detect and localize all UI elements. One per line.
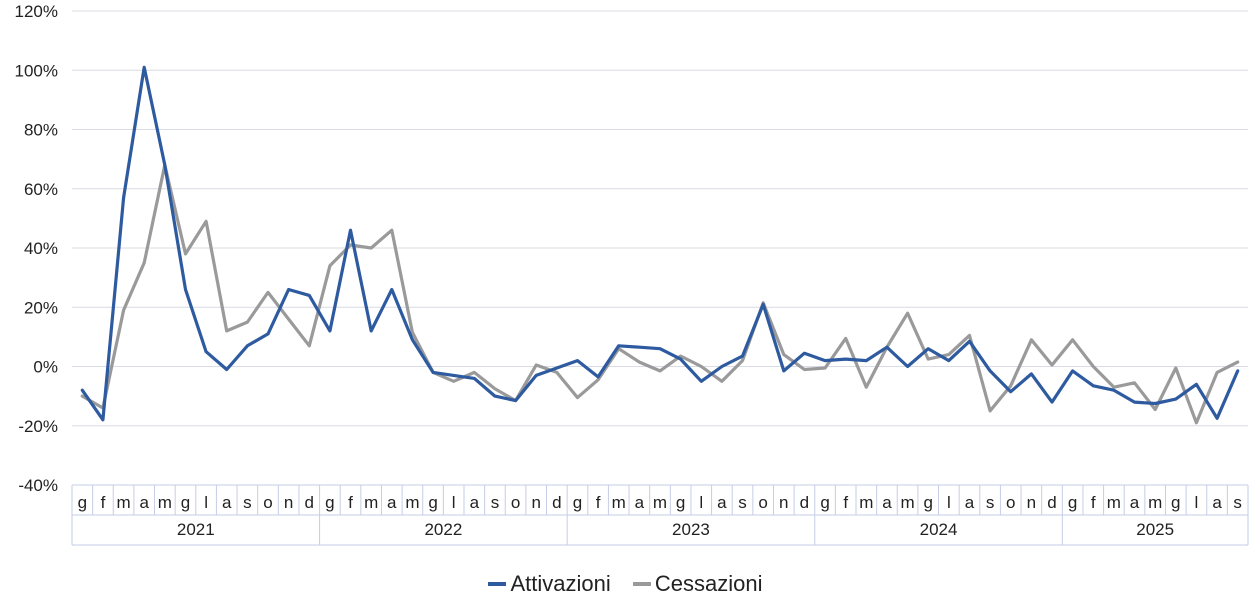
x-tick-month-label: l: [204, 493, 208, 512]
y-tick-label: 60%: [24, 180, 58, 199]
y-tick-label: 0%: [33, 358, 58, 377]
x-tick-month-label: g: [573, 493, 582, 512]
x-tick-month-label: m: [900, 493, 914, 512]
legend-swatch-cessazioni: [632, 582, 651, 586]
legend: Attivazioni Cessazioni: [0, 566, 1251, 597]
x-tick-month-label: o: [1006, 493, 1015, 512]
x-tick-month-label: g: [820, 493, 829, 512]
x-tick-month-label: s: [986, 493, 995, 512]
series-line-attivazioni: [80, 65, 1240, 422]
x-tick-month-label: a: [1130, 493, 1140, 512]
x-tick-month-label: m: [612, 493, 626, 512]
x-tick-month-label: m: [158, 493, 172, 512]
x-tick-month-label: g: [78, 493, 87, 512]
series-lines: [80, 65, 1240, 425]
legend-label-attivazioni: Attivazioni: [510, 571, 611, 596]
series-line-cessazioni: [80, 163, 1240, 425]
y-tick-label: 20%: [24, 298, 58, 317]
x-tick-month-label: d: [800, 493, 809, 512]
x-tick-month-label: g: [325, 493, 334, 512]
x-tick-month-label: l: [452, 493, 456, 512]
x-tick-month-label: l: [1195, 493, 1199, 512]
legend-item-cessazioni: Cessazioni: [632, 571, 763, 597]
x-tick-year-label: 2024: [920, 520, 958, 539]
x-tick-month-label: d: [552, 493, 561, 512]
x-tick-month-label: d: [305, 493, 314, 512]
x-tick-month-label: m: [1148, 493, 1162, 512]
x-tick-month-label: l: [699, 493, 703, 512]
x-tick-month-label: d: [1047, 493, 1056, 512]
y-tick-label: -40%: [18, 476, 58, 495]
x-tick-month-label: a: [882, 493, 892, 512]
x-tick-month-label: n: [284, 493, 293, 512]
x-tick-year-label: 2021: [177, 520, 215, 539]
y-axis-tick-labels: -40% -20% 0% 20% 40% 60% 80% 100% 120%: [15, 2, 58, 495]
x-tick-month-label: m: [364, 493, 378, 512]
x-tick-month-label: n: [779, 493, 788, 512]
x-tick-month-label: l: [947, 493, 951, 512]
y-tick-label: 40%: [24, 239, 58, 258]
x-tick-month-label: f: [1091, 493, 1096, 512]
x-tick-month-label: f: [596, 493, 601, 512]
x-tick-month-label: m: [116, 493, 130, 512]
x-tick-month-label: f: [348, 493, 353, 512]
x-tick-month-label: a: [635, 493, 645, 512]
legend-label-cessazioni: Cessazioni: [654, 571, 763, 596]
x-tick-month-label: m: [653, 493, 667, 512]
x-tick-year-label: 2025: [1136, 520, 1174, 539]
x-tick-month-label: f: [101, 493, 106, 512]
x-tick-month-label: o: [263, 493, 272, 512]
x-tick-month-label: g: [676, 493, 685, 512]
x-tick-month-label: n: [531, 493, 540, 512]
legend-item-attivazioni: Attivazioni: [488, 571, 611, 597]
x-tick-month-label: a: [717, 493, 727, 512]
x-tick-month-label: o: [758, 493, 767, 512]
x-tick-month-label: n: [1027, 493, 1036, 512]
x-tick-month-label: a: [1212, 493, 1222, 512]
x-tick-month-label: a: [222, 493, 232, 512]
x-tick-month-label: s: [738, 493, 747, 512]
x-tick-month-label: m: [859, 493, 873, 512]
x-tick-month-label: s: [491, 493, 500, 512]
y-tick-label: -20%: [18, 417, 58, 436]
x-tick-month-label: s: [243, 493, 252, 512]
x-tick-month-label: g: [1171, 493, 1180, 512]
gridlines: [72, 10, 1248, 486]
x-tick-month-label: a: [965, 493, 975, 512]
legend-swatch-attivazioni: [488, 582, 507, 586]
x-tick-month-label: m: [1107, 493, 1121, 512]
x-tick-month-label: g: [923, 493, 932, 512]
x-tick-month-label: g: [1068, 493, 1077, 512]
x-tick-month-label: a: [387, 493, 397, 512]
x-tick-month-label: s: [1233, 493, 1242, 512]
x-tick-month-label: a: [470, 493, 480, 512]
y-tick-label: 80%: [24, 121, 58, 140]
x-tick-month-label: o: [511, 493, 520, 512]
x-tick-month-label: m: [405, 493, 419, 512]
x-tick-year-label: 2023: [672, 520, 710, 539]
y-tick-label: 120%: [15, 2, 58, 21]
x-tick-year-label: 2022: [424, 520, 462, 539]
x-tick-month-label: g: [181, 493, 190, 512]
x-tick-month-label: a: [139, 493, 149, 512]
x-tick-month-label: f: [843, 493, 848, 512]
x-tick-month-label: g: [428, 493, 437, 512]
y-tick-label: 100%: [15, 61, 58, 80]
